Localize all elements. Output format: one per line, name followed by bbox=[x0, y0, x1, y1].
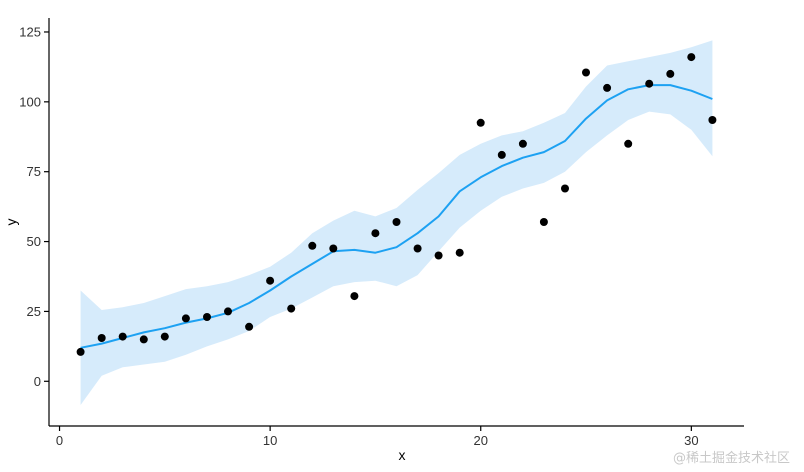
y-tick-label: 50 bbox=[27, 234, 41, 249]
x-tick-label: 10 bbox=[263, 433, 277, 448]
data-point bbox=[287, 304, 296, 313]
watermark-text: @稀土掘金技术社区 bbox=[673, 450, 790, 466]
data-point bbox=[266, 276, 275, 285]
data-point bbox=[245, 322, 254, 331]
data-point bbox=[708, 116, 717, 124]
y-tick-label: 0 bbox=[34, 374, 41, 389]
data-point bbox=[76, 347, 85, 356]
data-point bbox=[455, 248, 464, 257]
data-point bbox=[139, 335, 148, 344]
data-point bbox=[224, 307, 232, 316]
data-point bbox=[561, 184, 569, 193]
data-point bbox=[329, 244, 338, 253]
data-points-layer bbox=[76, 53, 717, 356]
data-point bbox=[350, 292, 359, 301]
data-point bbox=[118, 332, 127, 341]
data-point bbox=[645, 79, 654, 88]
data-point bbox=[392, 218, 401, 226]
y-tick-label: 75 bbox=[27, 164, 41, 179]
axes-layer: 0 10 20 30 0 25 50 75 100 125 bbox=[19, 18, 744, 448]
x-tick-label: 20 bbox=[474, 433, 488, 448]
data-point bbox=[624, 139, 633, 148]
data-point bbox=[203, 313, 211, 321]
data-point bbox=[582, 68, 590, 77]
data-point bbox=[476, 118, 485, 127]
data-point bbox=[518, 139, 527, 148]
data-point bbox=[371, 229, 380, 238]
data-point bbox=[539, 218, 548, 226]
data-point bbox=[181, 314, 190, 323]
x-tick-label: 30 bbox=[684, 433, 698, 448]
y-tick-label: 100 bbox=[19, 94, 41, 109]
y-axis-title: y bbox=[3, 219, 19, 226]
data-point bbox=[666, 69, 675, 78]
data-point bbox=[160, 332, 169, 341]
data-point bbox=[497, 150, 506, 159]
data-point bbox=[687, 53, 696, 62]
smooth-line bbox=[80, 84, 713, 349]
x-tick-label: 0 bbox=[56, 433, 63, 448]
data-point bbox=[413, 244, 422, 253]
data-point bbox=[308, 241, 317, 250]
data-point bbox=[603, 83, 612, 92]
data-point bbox=[434, 251, 443, 260]
y-tick-label: 125 bbox=[19, 24, 41, 39]
data-point bbox=[97, 334, 106, 342]
y-tick-label: 25 bbox=[27, 304, 41, 319]
smooth-line-layer bbox=[80, 84, 713, 349]
x-axis-title: x bbox=[399, 447, 406, 463]
